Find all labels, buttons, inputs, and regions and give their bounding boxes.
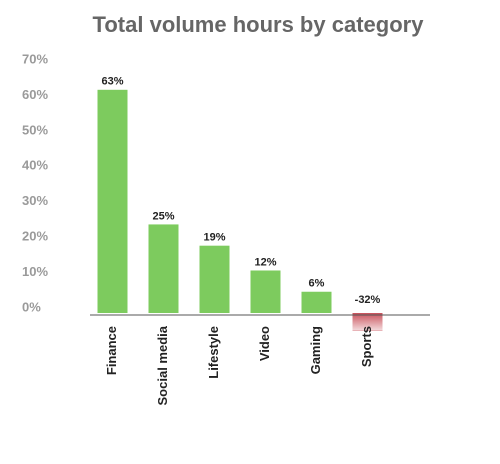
y-tick-label: 60% bbox=[22, 87, 48, 102]
bar bbox=[301, 291, 332, 313]
value-label: 12% bbox=[254, 256, 276, 268]
bar bbox=[199, 245, 230, 313]
y-tick-label: 10% bbox=[22, 264, 48, 279]
x-tick-label: Sports bbox=[359, 326, 374, 367]
x-tick-label: Social media bbox=[155, 325, 170, 405]
y-tick-label: 0% bbox=[22, 299, 41, 314]
plot-area bbox=[97, 89, 383, 331]
value-label: -32% bbox=[355, 294, 381, 306]
y-tick-label: 70% bbox=[22, 51, 48, 66]
value-label: 19% bbox=[203, 232, 225, 244]
bar bbox=[148, 224, 179, 313]
bar bbox=[97, 89, 128, 313]
bar-fade bbox=[352, 313, 383, 331]
value-label: 63% bbox=[101, 76, 123, 88]
y-tick-label: 50% bbox=[22, 122, 48, 137]
y-tick-label: 30% bbox=[22, 193, 48, 208]
x-tick-label: Finance bbox=[104, 326, 119, 375]
x-tick-label: Lifestyle bbox=[206, 326, 221, 379]
y-tick-label: 20% bbox=[22, 229, 48, 244]
bar bbox=[250, 270, 281, 313]
y-tick-label: 40% bbox=[22, 158, 48, 173]
value-label: 25% bbox=[152, 210, 174, 222]
chart-title: Total volume hours by category bbox=[93, 12, 425, 37]
x-tick-label: Video bbox=[257, 326, 272, 361]
x-tick-label: Gaming bbox=[308, 326, 323, 374]
value-label: 6% bbox=[309, 278, 325, 290]
